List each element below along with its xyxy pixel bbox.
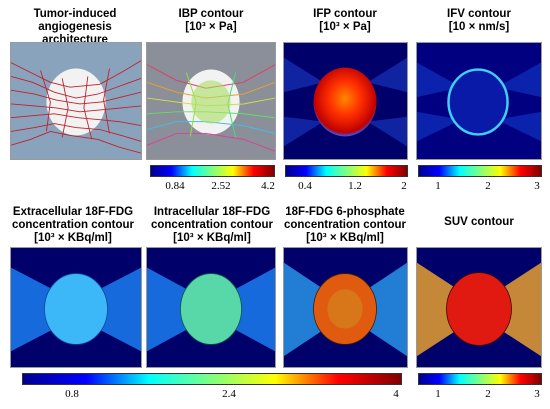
ifp-contour-image bbox=[283, 42, 408, 160]
ifv-title: IFV contour [10 × nm/s] bbox=[414, 8, 544, 34]
ibp-tick-2: 2.52 bbox=[211, 180, 231, 192]
ibp-title-line2: [10³ × Pa] bbox=[185, 21, 237, 33]
phosphate-title: 18F-FDG 6-phosphate concentration contou… bbox=[280, 206, 410, 245]
ifv-title-line1: IFV contour bbox=[447, 8, 511, 20]
ifp-title: IFP contour [10³ × Pa] bbox=[280, 8, 410, 34]
shared-tick-2: 2.4 bbox=[222, 388, 236, 400]
ibp-tick-1: 0.84 bbox=[165, 180, 185, 192]
ifp-tick-1: 0.4 bbox=[298, 180, 312, 192]
shared-tick-3: 4 bbox=[393, 388, 399, 400]
extracellular-title-line2: concentration contour bbox=[11, 219, 135, 231]
ifv-contour-image bbox=[416, 42, 542, 160]
ifv-tick-2: 2 bbox=[485, 180, 491, 192]
extracellular-contour-image bbox=[10, 247, 142, 368]
ifp-title-line2: [10³ × Pa] bbox=[319, 21, 371, 33]
ifv-tick-1: 1 bbox=[435, 180, 441, 192]
intracellular-title-line1: Intracellular 18F-FDG bbox=[153, 206, 271, 218]
phosphate-title-line1: 18F-FDG 6-phosphate bbox=[285, 206, 405, 218]
ifp-title-line1: IFP contour bbox=[313, 8, 377, 20]
extracellular-title-line3: [10³ × KBq/ml] bbox=[34, 232, 112, 244]
phosphate-title-line2: concentration contour bbox=[283, 219, 407, 231]
suv-title: SUV contour bbox=[414, 216, 544, 229]
ibp-title-line1: IBP contour bbox=[178, 8, 244, 20]
suv-tick-1: 1 bbox=[435, 388, 441, 400]
ifv-colorbar bbox=[418, 165, 542, 177]
ifp-tick-2: 1.2 bbox=[348, 180, 362, 192]
extracellular-title-line1: Extracellular 18F-FDG bbox=[12, 206, 134, 218]
tumor-angiogenesis-image bbox=[10, 42, 142, 160]
ibp-title: IBP contour [10³ × Pa] bbox=[145, 8, 277, 34]
shared-colorbar bbox=[22, 373, 402, 385]
ifv-tick-3: 3 bbox=[534, 180, 540, 192]
phosphate-title-line3: [10³ × KBq/ml] bbox=[306, 232, 384, 244]
suv-tick-2: 2 bbox=[485, 388, 491, 400]
ifp-colorbar bbox=[285, 165, 408, 177]
suv-colorbar bbox=[418, 373, 542, 385]
ibp-contour-image bbox=[146, 42, 276, 160]
shared-tick-1: 0.8 bbox=[65, 388, 79, 400]
extracellular-title: Extracellular 18F-FDG concentration cont… bbox=[2, 206, 144, 245]
ifv-title-line2: [10 × nm/s] bbox=[448, 21, 510, 33]
intracellular-title-line2: concentration contour bbox=[150, 219, 274, 231]
ifp-tick-3: 2 bbox=[401, 180, 407, 192]
ibp-tick-3: 4.2 bbox=[261, 180, 275, 192]
intracellular-contour-image bbox=[146, 247, 276, 368]
tumor-title-line1: Tumor-induced bbox=[33, 8, 117, 20]
intracellular-title: Intracellular 18F-FDG concentration cont… bbox=[144, 206, 280, 245]
suv-tick-3: 3 bbox=[534, 388, 540, 400]
suv-title-line1: SUV contour bbox=[444, 216, 514, 228]
intracellular-title-line3: [10³ × KBq/ml] bbox=[173, 232, 251, 244]
phosphate-contour-image bbox=[283, 247, 408, 368]
suv-contour-image bbox=[416, 247, 542, 368]
ibp-colorbar bbox=[150, 165, 275, 177]
